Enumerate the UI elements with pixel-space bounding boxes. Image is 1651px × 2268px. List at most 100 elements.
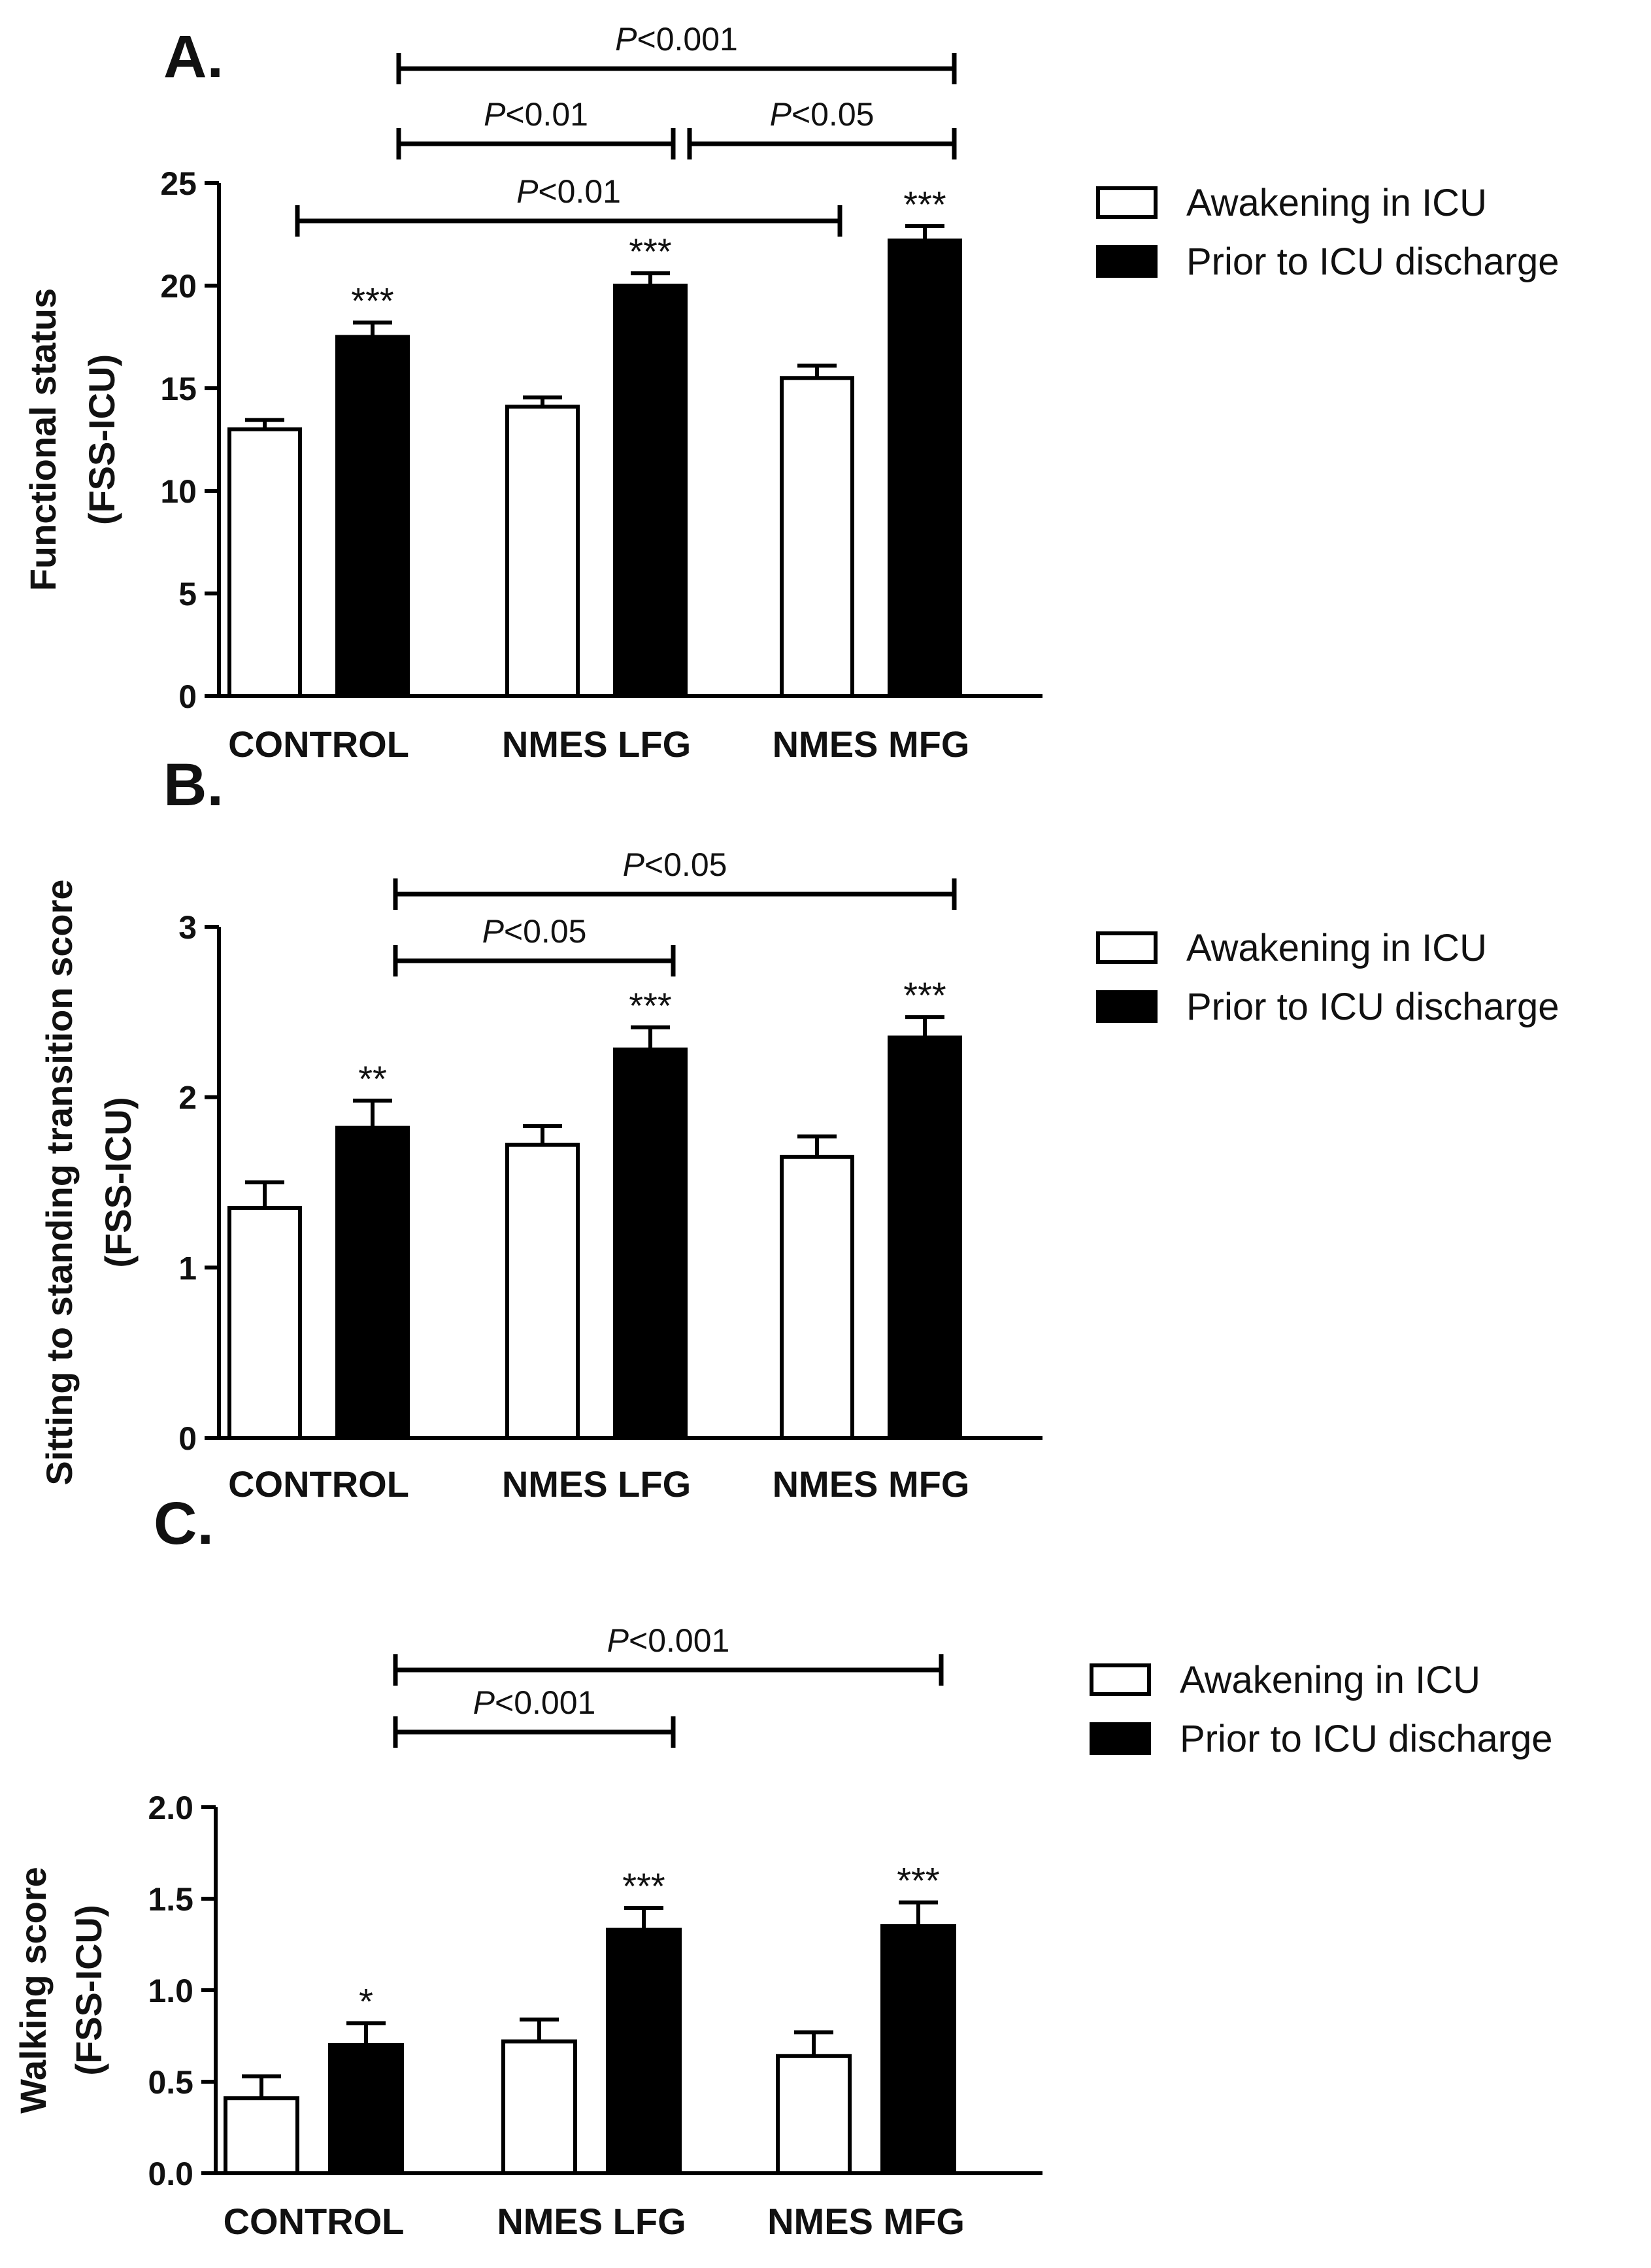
- p-value-label: P<0.05: [623, 846, 727, 883]
- significance-stars: **: [358, 1058, 387, 1099]
- p-value-symbol: P: [623, 846, 645, 883]
- bar-prior-discharge: [888, 1035, 962, 1440]
- p-value-label: P<0.05: [482, 913, 587, 950]
- legend-swatch-prior-discharge: [1090, 1722, 1151, 1755]
- p-value-threshold: <0.05: [792, 96, 875, 133]
- p-value-label: P<0.001: [607, 1622, 730, 1659]
- bar-prior-discharge: [328, 2043, 404, 2175]
- bar-prior-discharge: [888, 238, 962, 699]
- bar-prior-discharge: [613, 1047, 688, 1441]
- p-value-threshold: <0.001: [637, 21, 738, 58]
- x-category-label: NMES LFG: [502, 1463, 691, 1505]
- chart-panel-3: C. Walking score (FSS-ICU) 0.0 0.5 1.0 1.5 2.0 *…: [12, 1490, 1553, 2242]
- x-category-label: CONTROL: [228, 724, 409, 765]
- p-value-symbol: P: [607, 1622, 629, 1659]
- bar-awakening: [501, 2039, 577, 2175]
- panel-label: B.: [163, 752, 224, 818]
- p-value-threshold: <0.001: [495, 1684, 595, 1721]
- p-value-label: P<0.001: [615, 21, 738, 58]
- p-value-label: P<0.05: [770, 96, 875, 133]
- p-value-symbol: P: [770, 96, 792, 133]
- p-value-symbol: P: [615, 21, 637, 58]
- x-category-label: NMES MFG: [773, 1463, 970, 1505]
- legend-label: Prior to ICU discharge: [1180, 1718, 1553, 1760]
- y-axis-label: Sitting to standing transition score: [39, 879, 80, 1485]
- significance-stars: ***: [622, 1865, 665, 1907]
- legend-label: Awakening in ICU: [1186, 182, 1487, 224]
- legend-label: Prior to ICU discharge: [1186, 241, 1559, 283]
- y-tick-label: 1: [178, 1250, 197, 1286]
- y-tick-label: 20: [160, 268, 197, 305]
- p-value-symbol: P: [482, 913, 505, 950]
- bar-awakening: [224, 2096, 299, 2175]
- p-value-threshold: <0.01: [538, 173, 621, 210]
- bar-prior-discharge: [335, 1126, 410, 1440]
- y-axis-label: Walking score: [12, 1867, 54, 2114]
- x-category-label: NMES MFG: [773, 724, 970, 765]
- p-value-label: P<0.01: [516, 173, 621, 210]
- chart-panel-2: B. Sitting to standing transition score (F…: [39, 752, 1559, 1505]
- p-value-symbol: P: [484, 96, 506, 133]
- chart-panel-1: A. Functional status (FSS-ICU) 0 5 10 15 20 25 **…: [22, 21, 1559, 765]
- y-tick-label: 2.0: [148, 1790, 193, 1826]
- x-category-label: NMES LFG: [497, 2201, 686, 2242]
- bar-prior-discharge: [613, 284, 688, 698]
- significance-stars: ***: [897, 1860, 939, 1901]
- significance-stars: ***: [351, 280, 393, 322]
- y-axis-label: (FSS-ICU): [81, 354, 122, 525]
- y-tick-label: 0.0: [148, 2156, 193, 2192]
- y-tick-label: 15: [160, 371, 197, 407]
- p-value-threshold: <0.001: [629, 1622, 729, 1659]
- y-tick-label: 0.5: [148, 2064, 193, 2101]
- legend-swatch-awakening: [1096, 186, 1158, 219]
- bar-awakening: [505, 1142, 580, 1440]
- p-value-symbol: P: [516, 173, 539, 210]
- panel-label: A.: [163, 24, 224, 90]
- y-tick-label: 0: [178, 1420, 197, 1457]
- x-category-label: NMES MFG: [767, 2201, 965, 2242]
- y-tick-label: 5: [178, 576, 197, 612]
- legend-swatch-prior-discharge: [1096, 990, 1158, 1023]
- significance-stars: ***: [629, 985, 671, 1026]
- y-tick-label: 3: [178, 909, 197, 946]
- x-category-label: CONTROL: [228, 1463, 409, 1505]
- p-value-symbol: P: [473, 1684, 495, 1721]
- y-tick-label: 10: [160, 473, 197, 510]
- legend-label: Awakening in ICU: [1186, 927, 1487, 969]
- y-axis-label: (FSS-ICU): [97, 1097, 139, 1267]
- x-category-label: CONTROL: [224, 2201, 405, 2242]
- p-value-threshold: <0.05: [644, 846, 727, 883]
- p-value-label: P<0.001: [473, 1684, 596, 1721]
- bar-awakening: [227, 427, 302, 698]
- bar-awakening: [227, 1206, 302, 1440]
- legend-swatch-prior-discharge: [1096, 245, 1158, 278]
- p-value-threshold: <0.05: [504, 913, 587, 950]
- bar-prior-discharge: [335, 335, 410, 698]
- y-tick-label: 1.0: [148, 1973, 193, 2009]
- legend-swatch-awakening: [1090, 1663, 1151, 1696]
- significance-stars: *: [359, 1980, 373, 2022]
- legend-swatch-awakening: [1096, 931, 1158, 964]
- bar-prior-discharge: [606, 1927, 682, 2176]
- y-axis-label: (FSS-ICU): [68, 1905, 109, 2075]
- y-tick-label: 25: [160, 165, 197, 202]
- p-value-label: P<0.01: [484, 96, 588, 133]
- bar-awakening: [780, 376, 854, 698]
- bar-awakening: [505, 405, 580, 698]
- significance-stars: ***: [629, 231, 671, 272]
- legend-label: Prior to ICU discharge: [1186, 986, 1559, 1028]
- bar-prior-discharge: [880, 1924, 956, 2175]
- y-axis-label: Functional status: [22, 288, 63, 592]
- y-tick-label: 1.5: [148, 1881, 193, 1918]
- y-tick-label: 0: [178, 678, 197, 715]
- p-value-threshold: <0.01: [505, 96, 588, 133]
- panel-label: C.: [154, 1490, 214, 1557]
- y-tick-label: 2: [178, 1080, 197, 1116]
- significance-stars: ***: [903, 184, 946, 225]
- legend-label: Awakening in ICU: [1180, 1659, 1480, 1701]
- x-category-label: NMES LFG: [502, 724, 691, 765]
- bar-awakening: [776, 2054, 852, 2176]
- bar-awakening: [780, 1154, 854, 1441]
- significance-stars: ***: [903, 975, 946, 1016]
